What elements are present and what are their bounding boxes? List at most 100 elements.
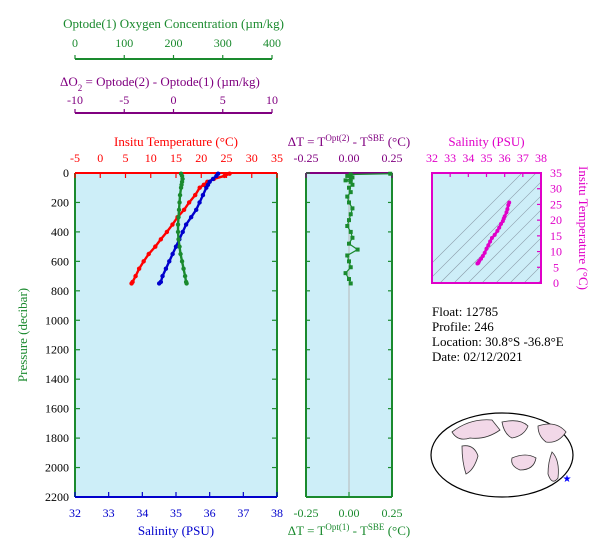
delta-t-top-tick-label: 0.00 [339,151,360,165]
delta-t-point [350,182,355,187]
delta-t-top-title-part: ΔT = T [288,134,326,149]
delta-t-point [348,229,353,234]
float-info-block: Float: 12785 Profile: 246 Location: 30.8… [432,304,564,364]
ts-point [497,225,502,230]
temperature-point [227,171,232,176]
oxygen-point [175,222,181,227]
temperature-point [136,266,142,271]
profile-number-text: Profile: 246 [432,319,494,334]
delta-t-top-title-part: Opt(2) [325,133,349,143]
temperature-tick-label: 10 [145,151,157,165]
temperature-point [141,259,146,264]
oxygen-tick-label: 100 [115,36,133,50]
oxygen-point [177,244,182,249]
delta-t-point [347,259,351,264]
temperature-point [164,229,170,235]
delta-t-point [347,277,351,282]
pressure-tick-label: 1600 [45,402,69,416]
delta-t-point [348,190,353,195]
delta-t-bottom-title-part: SBE [368,522,385,532]
ts-density-contour [602,173,609,303]
temperature-point [158,237,164,242]
pressure-tick-label: 200 [51,195,69,209]
salinity-tick-label: 38 [271,506,283,520]
temperature-point [201,182,206,187]
oxygen-point [175,229,181,235]
salinity-tick-label: 34 [136,506,148,520]
salinity-point [210,176,216,182]
ts-point [492,232,497,237]
delta-t-point [347,200,351,205]
temperature-tick-label: 25 [221,151,233,165]
delta-t-point [348,172,353,177]
ts-density-contour [495,237,541,283]
ts-y-axis-title: Insitu Temperature (°C) [576,166,591,290]
delta-o2-axis-title: ΔO2 = Optode(2) - Optode(1) (µm/kg) [60,74,260,93]
ts-density-contour [481,223,541,283]
ts-point [504,210,509,215]
salinity-tick-label: 33 [103,506,115,520]
delta-t-point [347,185,351,190]
temperature-point [170,222,175,227]
salinity-point [163,266,169,271]
salinity-point [156,281,162,286]
delta-o2-tick-label: 0 [171,93,177,107]
ts-x-tick-label: 34 [462,151,474,165]
oxygen-point [177,192,183,198]
oxygen-point [176,207,182,213]
ts-point [482,250,487,255]
salinity-point [204,185,209,190]
pressure-tick-label: 2000 [45,461,69,475]
ts-x-tick-label: 32 [426,151,438,165]
pressure-tick-label: 2200 [45,490,69,504]
temperature-tick-label: -5 [70,151,80,165]
delta-t-point [345,194,350,199]
delta-t-point [345,224,350,229]
ts-x-tick-label: 37 [517,151,529,165]
ts-point [499,221,504,226]
oxygen-point [179,259,185,264]
map-continent [461,445,479,475]
salinity-point [173,244,179,249]
ts-point [486,243,491,248]
ts-point [500,219,505,224]
ts-y-tick-label: 30 [550,182,562,196]
temperature-tick-label: 20 [195,151,207,165]
delta-t-point [345,253,350,258]
temperature-point [192,192,198,198]
delta-t-bottom-tick-label: 0.00 [339,506,360,520]
ts-density-contour [432,173,537,278]
delta-t-bottom-title: ΔT = TOpt(1) - TSBE (°C) [288,522,410,538]
oxygen-tick-label: 400 [263,36,281,50]
map-continent [511,454,537,471]
delta-t-bottom-title-part: - T [349,523,368,538]
delta-t-top-title-part: - T [349,134,368,149]
delta-o2-axis-title-part: 2 [78,83,83,93]
oxygen-point [176,214,181,220]
pressure-tick-label: 1400 [45,372,69,386]
oxygen-point [181,266,186,271]
salinity-point [200,192,206,198]
float-id-text: Float: 12785 [432,304,498,319]
world-map-inset: ★ [430,412,574,498]
ts-density-contour [467,209,541,283]
ts-x-tick-label: 33 [444,151,456,165]
oxygen-tick-label: 300 [214,36,232,50]
salinity-tick-label: 36 [204,506,216,520]
profile-panel: 0200400600800100012001400160018002000220… [15,16,284,538]
ts-point [506,203,511,208]
ts-y-tick-label: 20 [550,213,562,227]
oxygen-point [177,200,182,205]
salinity-tick-label: 32 [69,506,81,520]
temperature-point [146,251,151,257]
temperature-point [186,200,192,205]
ts-point [495,228,500,233]
delta-t-point [347,218,351,223]
ts-density-contour [432,173,523,264]
oxygen-tick-label: 200 [165,36,183,50]
ts-point [489,236,494,241]
temperature-tick-label: 15 [170,151,182,165]
oxygen-tick-label: 0 [72,36,78,50]
